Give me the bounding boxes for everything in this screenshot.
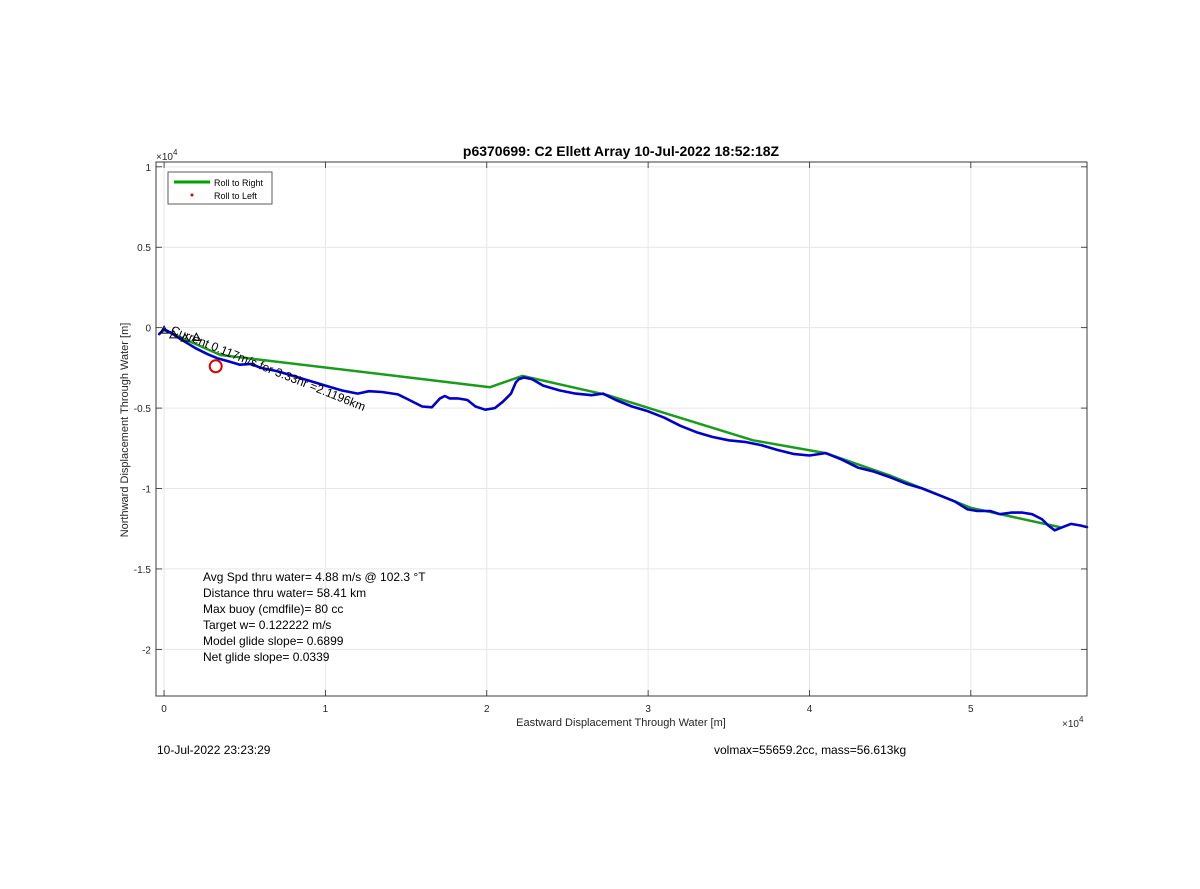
y-axis-label: Northward Displacement Through Water [m] <box>119 323 131 538</box>
legend: Roll to Right Roll to Left <box>167 171 273 205</box>
x-tick-label: 4 <box>807 704 813 715</box>
x-axis-exponent: ×104 <box>1062 715 1084 730</box>
x-tick-label: 3 <box>645 704 651 715</box>
y-tick-label: 0 <box>145 324 151 335</box>
y-tick-label: -0.5 <box>134 404 152 415</box>
footer-timestamp: 10-Jul-2022 23:23:29 <box>157 743 271 757</box>
x-tick-label: 5 <box>968 704 974 715</box>
legend-roll-left-swatch <box>190 193 194 197</box>
x-tick-label: 0 <box>161 704 167 715</box>
legend-box <box>167 171 273 205</box>
y-tick-label: -2 <box>142 645 151 656</box>
legend-roll-right-label: Roll to Right <box>214 178 264 188</box>
current-arrow-marker <box>159 325 169 334</box>
x-tick-label: 2 <box>484 704 490 715</box>
x-tick-label: 1 <box>323 704 329 715</box>
current-arrow-marker <box>168 329 179 339</box>
footer-vol-mass: volmax=55659.2cc, mass=56.613kg <box>714 743 907 757</box>
red-circle-marker <box>208 359 223 374</box>
stats-line-max-buoy: Max buoy (cmdfile)= 80 cc <box>203 602 343 616</box>
legend-roll-left-label: Roll to Left <box>214 191 258 201</box>
stats-line-model-glide: Model glide slope= 0.6899 <box>203 634 344 648</box>
stats-line-net-glide: Net glide slope= 0.0339 <box>203 650 330 664</box>
x-axis-label: Eastward Displacement Through Water [m] <box>516 717 726 729</box>
track-series-line <box>157 327 1089 532</box>
y-tick-label: 0.5 <box>137 243 151 254</box>
chart-title: p6370699: C2 Ellett Array 10-Jul-2022 18… <box>463 143 780 159</box>
plot-background <box>156 162 1087 696</box>
y-tick-label: 1 <box>145 163 151 174</box>
stats-line-avg-speed: Avg Spd thru water= 4.88 m/s @ 102.3 °T <box>203 570 426 584</box>
y-tick-label: -1 <box>142 485 151 496</box>
current-arrow-marker <box>180 333 190 342</box>
plot-axes-box <box>155 161 1088 697</box>
stats-line-target-w: Target w= 0.122222 m/s <box>203 618 331 632</box>
y-axis-exponent: ×104 <box>156 148 178 163</box>
current-arrow-marker <box>191 332 202 341</box>
plot-area: 0 1 2 3 4 5 1 0.5 0 -0.5 -1 -1.5 -2 <box>134 161 1089 715</box>
stats-line-distance: Distance thru water= 58.41 km <box>203 586 366 600</box>
stats-text-block: Avg Spd thru water= 4.88 m/s @ 102.3 °T … <box>203 570 426 664</box>
y-tick-label: -1.5 <box>134 565 152 576</box>
